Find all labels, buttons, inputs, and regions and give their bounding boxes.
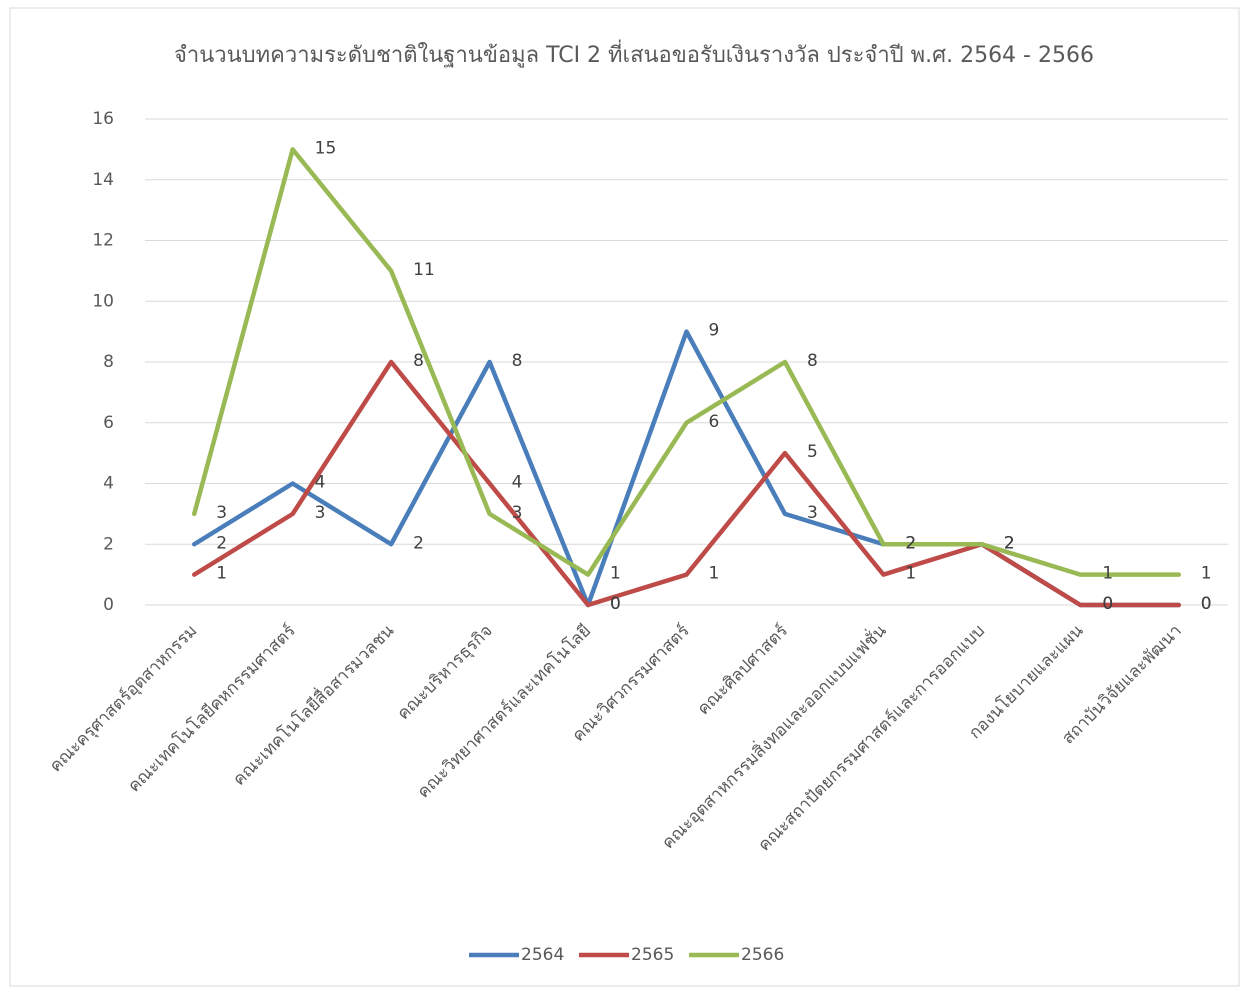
data-label: 0 — [1102, 594, 1113, 614]
data-label: 15 — [315, 138, 337, 158]
y-tick-label: 8 — [103, 352, 114, 372]
data-label: 4 — [315, 473, 326, 493]
y-tick-label: 2 — [103, 534, 114, 554]
data-label: 8 — [512, 351, 523, 371]
legend-label: 2565 — [631, 945, 674, 965]
y-tick-label: 4 — [103, 474, 114, 494]
chart-border — [9, 7, 1240, 987]
data-label: 5 — [807, 442, 818, 462]
data-label: 2 — [905, 533, 916, 553]
data-label: 3 — [512, 503, 523, 523]
data-label: 0 — [1201, 594, 1212, 614]
data-label: 3 — [315, 503, 326, 523]
data-label: 0 — [1102, 594, 1113, 614]
line-series — [191, 359, 1182, 608]
data-label: 6 — [709, 412, 720, 432]
data-label: 3 — [807, 503, 818, 523]
line-series — [191, 147, 1182, 577]
data-label: 4 — [512, 473, 523, 493]
data-label: 0 — [610, 594, 621, 614]
data-label: 1 — [1201, 564, 1212, 584]
y-tick-label: 10 — [92, 291, 114, 311]
y-tick-label: 16 — [92, 109, 114, 129]
data-label: 8 — [413, 351, 424, 371]
data-label: 9 — [709, 321, 720, 341]
y-tick-label: 12 — [92, 231, 114, 251]
data-label: 2 — [216, 533, 227, 553]
data-label: 1 — [905, 564, 916, 584]
data-label: 3 — [216, 503, 227, 523]
data-label: 2 — [413, 533, 424, 553]
legend-label: 2566 — [741, 945, 784, 965]
data-label: 2 — [1004, 533, 1015, 553]
data-label: 1 — [1102, 564, 1113, 584]
data-label: 8 — [807, 351, 818, 371]
y-tick-label: 0 — [103, 595, 114, 615]
data-label: 11 — [413, 260, 435, 280]
data-label: 1 — [709, 564, 720, 584]
data-label: 1 — [216, 564, 227, 584]
y-tick-label: 14 — [92, 170, 114, 190]
data-label: 2 — [1004, 533, 1015, 553]
data-label: 0 — [610, 594, 621, 614]
legend-label: 2564 — [521, 945, 564, 965]
data-label: 2 — [905, 533, 916, 553]
data-label: 0 — [1201, 594, 1212, 614]
data-label: 2 — [1004, 533, 1015, 553]
data-label: 1 — [610, 564, 621, 584]
y-tick-label: 6 — [103, 413, 114, 433]
chart-title: จำนวนบทความระดับชาติในฐานข้อมูล TCI 2 ที… — [174, 39, 1094, 68]
